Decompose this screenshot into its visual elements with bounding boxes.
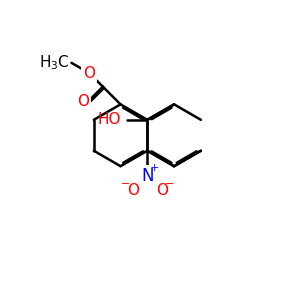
Text: −: −	[165, 179, 174, 189]
Text: O: O	[77, 94, 89, 109]
Text: HO: HO	[97, 112, 121, 127]
Text: −: −	[121, 179, 130, 189]
Text: +: +	[150, 164, 159, 173]
Text: O: O	[83, 66, 95, 81]
Text: N: N	[141, 167, 154, 185]
Text: O: O	[127, 183, 139, 198]
Text: O: O	[156, 183, 168, 198]
Text: H$_3$C: H$_3$C	[39, 53, 70, 72]
